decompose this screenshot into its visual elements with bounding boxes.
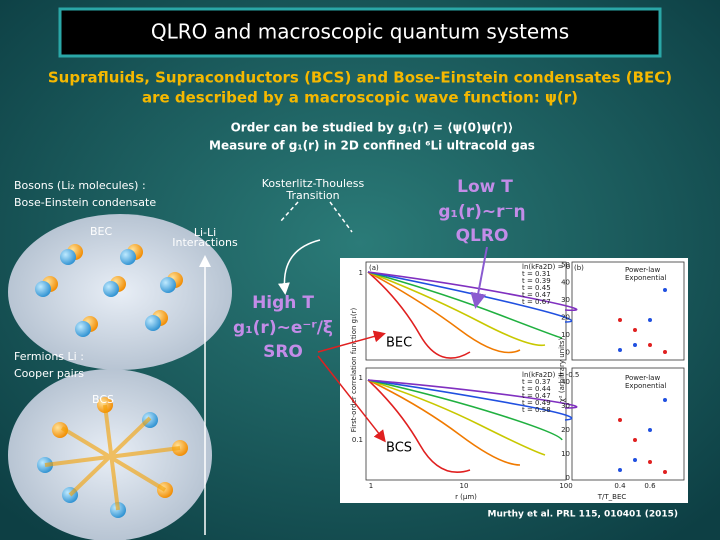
bosons: Bosons (Li₂ molecules) : xyxy=(14,179,146,192)
panel-label: (a) xyxy=(369,264,379,272)
y-tick-label: 10 xyxy=(561,331,570,339)
atom xyxy=(145,315,161,331)
x-tick-label: 10 xyxy=(460,482,469,490)
y-axis-label: First-order correlation function g₁(r) xyxy=(350,308,358,433)
legend-entry: Power-law xyxy=(625,374,660,382)
interactions: Interactions xyxy=(172,236,238,249)
molecules xyxy=(35,244,188,518)
y-tick-label: 40 xyxy=(561,279,570,287)
y-tick-label: 1 xyxy=(359,374,363,382)
atom xyxy=(160,277,176,293)
arrow-bec xyxy=(317,330,386,353)
sro: SRO xyxy=(263,342,303,362)
atom xyxy=(52,422,68,438)
atom xyxy=(60,249,76,265)
y-tick-label: 0 xyxy=(566,349,570,357)
y-tick-label: 30 xyxy=(561,402,570,410)
legend-entry: t = 0.31 xyxy=(522,270,551,278)
curved-arrow xyxy=(277,239,321,295)
y-tick-label: 1 xyxy=(359,269,363,277)
chi-points xyxy=(618,288,667,474)
bcs-tag: BCS xyxy=(386,441,412,456)
y-tick-label: 50 xyxy=(561,261,570,269)
figure xyxy=(340,258,688,503)
intro: Suprafluids, Supraconductors (BCS) and B… xyxy=(48,69,672,87)
panel-label: (b) xyxy=(574,264,584,272)
legend-entry: ln(kFa2D) = -0.5 xyxy=(522,371,579,379)
correlation-curves xyxy=(367,271,578,474)
kt-dashes xyxy=(279,201,353,233)
x-axis-label: T/T_BEC xyxy=(597,493,627,501)
legend-entry: t = 0.49 xyxy=(522,399,551,407)
atom xyxy=(75,321,91,337)
kt-transition: Transition xyxy=(285,189,339,202)
y-tick-label: 20 xyxy=(561,426,570,434)
low-t-law: g₁(r)~r⁻η xyxy=(438,202,525,222)
legend-entry: Exponential xyxy=(625,382,666,390)
y-tick-label: 0.1 xyxy=(352,436,363,444)
bcs-label: BCS xyxy=(92,393,114,406)
qlro: QLRO xyxy=(456,226,509,246)
legend-entry: t = 0.47 xyxy=(522,392,551,400)
legend-entry: t = 0.39 xyxy=(522,277,551,285)
low-t: Low T xyxy=(457,177,513,197)
x-tick-label: 0.4 xyxy=(614,482,626,490)
x-tick-label: 1 xyxy=(369,482,373,490)
legend-entry: t = 0.58 xyxy=(522,406,551,414)
fermions: Cooper pairs xyxy=(14,367,84,380)
atom xyxy=(120,249,136,265)
arrow-bcs xyxy=(317,355,386,443)
fermions: Fermions Li : xyxy=(14,350,84,363)
bec-tag: BEC xyxy=(386,336,412,351)
title-box xyxy=(58,7,662,58)
high-t: High T xyxy=(252,293,314,313)
high-t-law: g₁(r)~e⁻ʳ/ξ xyxy=(233,318,333,338)
legend-entry: t = 0.67 xyxy=(522,298,551,306)
x-tick-label: 0.6 xyxy=(644,482,656,490)
y-tick-label: 40 xyxy=(561,378,570,386)
y-tick-label: 30 xyxy=(561,296,570,304)
y-tick-label: 10 xyxy=(561,450,570,458)
order: Order can be studied by g₁(r) = ⟨ψ(0)ψ(r… xyxy=(231,121,514,135)
x-axis-label: r (μm) xyxy=(455,493,477,501)
legend-entry: t = 0.44 xyxy=(522,385,551,393)
x-tick-label: 100 xyxy=(559,482,572,490)
order: Measure of g₁(r) in 2D confined ⁶Li ultr… xyxy=(209,139,535,153)
legend-entry: t = 0.45 xyxy=(522,284,551,292)
legend-entry: ln(kFa2D) = 0 xyxy=(522,263,570,271)
y-axis-label: χ² (arbitrary units) xyxy=(558,338,566,403)
intro: are described by a macroscopic wave func… xyxy=(142,89,578,107)
y-tick-label: 20 xyxy=(561,314,570,322)
interactions: Li-Li xyxy=(194,226,216,239)
bosons: Bose-Einstein condensate xyxy=(14,196,156,209)
y-tick-label: 0 xyxy=(566,474,570,482)
legend-entry: t = 0.47 xyxy=(522,291,551,299)
arrow-qlro xyxy=(470,246,488,309)
bec-label: BEC xyxy=(90,225,112,238)
legend-entry: Exponential xyxy=(625,274,666,282)
legend-entry: Power-law xyxy=(625,266,660,274)
kt-transition: Kosterlitz-Thouless xyxy=(262,177,365,190)
atom xyxy=(103,281,119,297)
cooper-links xyxy=(44,404,181,511)
citation: Murthy et al. PRL 115, 010401 (2015) xyxy=(488,510,678,520)
legend-entry: t = 0.37 xyxy=(522,378,551,386)
atom xyxy=(35,281,51,297)
title: QLRO and macroscopic quantum systems xyxy=(151,20,569,44)
